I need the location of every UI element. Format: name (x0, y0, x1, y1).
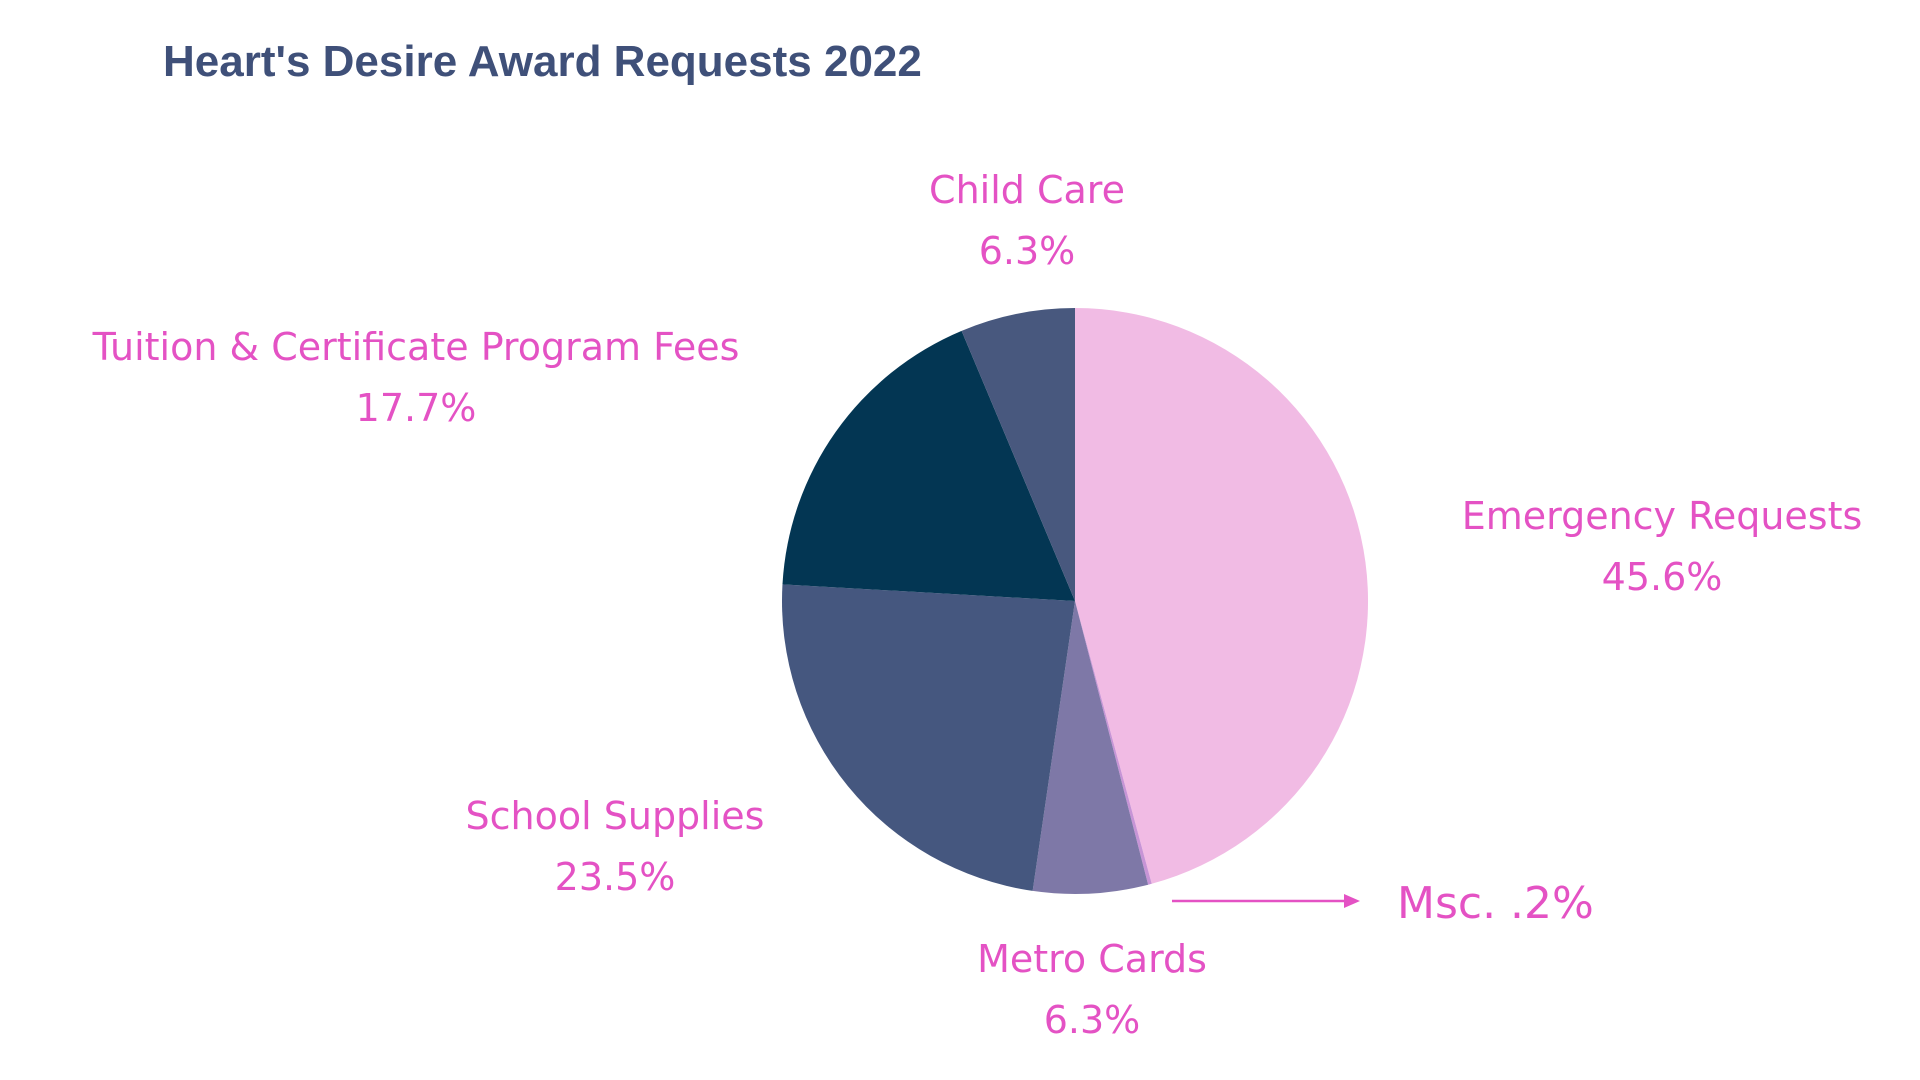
chart-title: Heart's Desire Award Requests 2022 (163, 37, 922, 86)
pie-slice-msc (1075, 601, 1152, 885)
label-school-supplies-value: 23.5% (555, 855, 676, 899)
pie-slice-emergency-requests (1075, 307, 1369, 884)
label-metro-cards-name: Metro Cards (977, 937, 1207, 981)
label-misc: Msc. .2% (1397, 878, 1594, 929)
misc-callout-arrow (1172, 894, 1360, 908)
label-school-supplies-name: School Supplies (466, 794, 765, 838)
pie-slice-tuition-certificate-program-fees (782, 330, 1075, 601)
label-metro-cards-value: 6.3% (1044, 998, 1141, 1042)
label-emergency-value: 45.6% (1602, 555, 1723, 599)
label-child-care-value: 6.3% (979, 229, 1076, 273)
label-child-care-name: Child Care (929, 168, 1125, 212)
pie-slice-school-supplies (781, 584, 1075, 891)
label-tuition-name: Tuition & Certificate Program Fees (92, 325, 740, 369)
label-emergency-name: Emergency Requests (1462, 494, 1863, 538)
pie-slices (781, 307, 1369, 894)
label-tuition-value: 17.7% (356, 386, 477, 430)
pie-slice-metro-cards (1032, 601, 1149, 894)
pie-slice-child-care (961, 308, 1075, 601)
